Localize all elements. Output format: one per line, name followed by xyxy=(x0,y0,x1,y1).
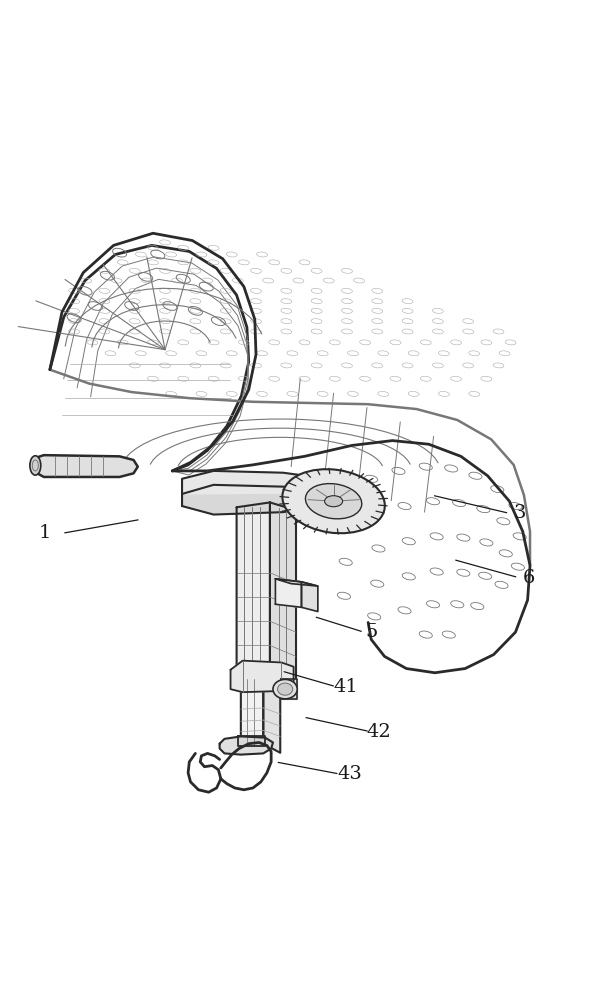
Polygon shape xyxy=(220,736,273,755)
Polygon shape xyxy=(281,679,297,699)
Text: 43: 43 xyxy=(337,765,362,783)
Ellipse shape xyxy=(278,683,293,695)
Ellipse shape xyxy=(325,496,343,507)
Text: 42: 42 xyxy=(366,723,391,741)
Polygon shape xyxy=(231,661,294,692)
Text: 1: 1 xyxy=(39,524,51,542)
Ellipse shape xyxy=(306,484,362,519)
Polygon shape xyxy=(241,677,263,746)
Polygon shape xyxy=(237,676,296,692)
Text: 6: 6 xyxy=(523,569,535,587)
Polygon shape xyxy=(182,471,328,494)
Polygon shape xyxy=(275,579,318,586)
Text: 3: 3 xyxy=(513,504,526,522)
Polygon shape xyxy=(275,579,301,607)
Ellipse shape xyxy=(283,469,385,533)
Polygon shape xyxy=(237,502,270,679)
Text: 41: 41 xyxy=(333,678,358,696)
Polygon shape xyxy=(30,455,138,477)
Polygon shape xyxy=(263,677,280,753)
Polygon shape xyxy=(270,502,296,691)
Ellipse shape xyxy=(273,679,297,699)
Polygon shape xyxy=(301,582,318,612)
Text: 5: 5 xyxy=(365,623,378,641)
Ellipse shape xyxy=(30,456,41,475)
Polygon shape xyxy=(182,485,328,515)
Polygon shape xyxy=(238,736,265,746)
